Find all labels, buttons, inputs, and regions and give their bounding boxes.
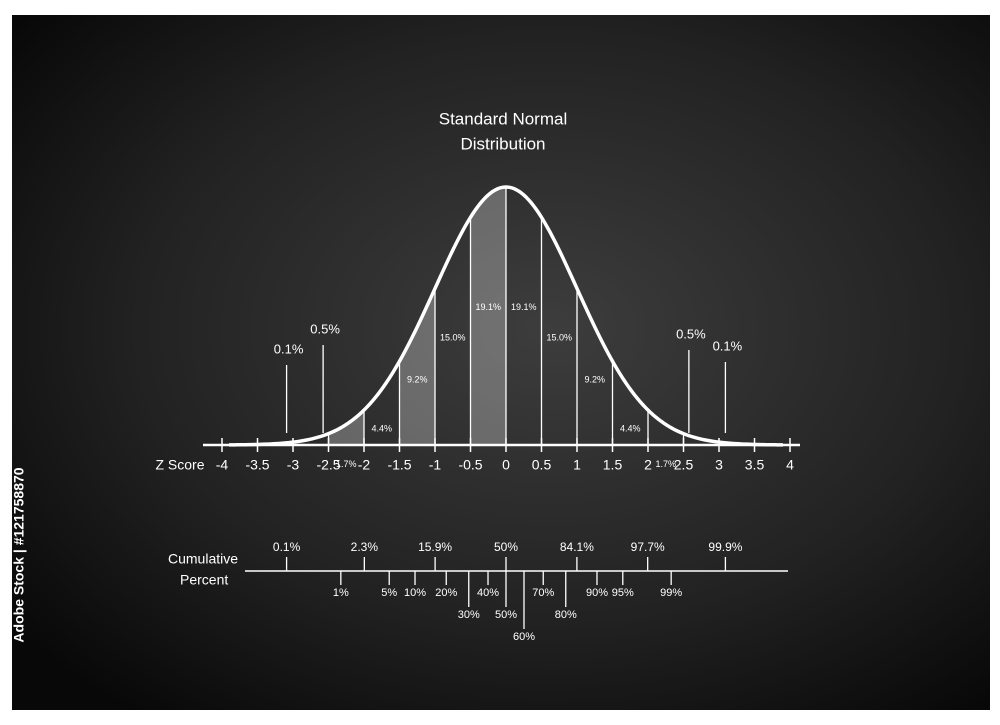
cumulative-label: 0.1% <box>273 540 301 554</box>
segment-label: 9.2% <box>407 374 428 384</box>
z-tick-label: 2 <box>644 457 652 473</box>
cumulative-label: 15.9% <box>418 540 452 554</box>
cumulative-label: 99.9% <box>708 540 742 554</box>
z-tick-label: 0.5 <box>532 457 552 473</box>
z-tick-label: 0 <box>502 457 510 473</box>
z-tick-label: -1.5 <box>387 457 411 473</box>
cumulative-label: 10% <box>404 587 426 599</box>
z-tick-label: 1.5 <box>603 457 623 473</box>
bell-curve <box>229 185 783 447</box>
tail-label: 0.1% <box>274 341 304 356</box>
z-tick-label: -1 <box>429 457 442 473</box>
axis-label: Z Score <box>155 457 204 473</box>
cumulative-label: Cumulative <box>168 551 238 567</box>
cumulative-label: 70% <box>532 587 554 599</box>
z-tick-label: -2.5 <box>316 457 340 473</box>
z-tick-label: 4 <box>786 457 794 473</box>
cumulative-label: 97.7% <box>631 540 665 554</box>
cumulative-label: 2.3% <box>351 540 379 554</box>
cumulative-label: 40% <box>477 587 499 599</box>
z-tick-label: -0.5 <box>458 457 482 473</box>
segment-label: 4.4% <box>620 424 641 434</box>
z-tick-label: 3.5 <box>745 457 765 473</box>
z-tick-label: -3 <box>287 457 300 473</box>
cumulative-label: 95% <box>612 587 634 599</box>
z-tick-label: -2 <box>358 457 371 473</box>
cumulative-label: 90% <box>586 587 608 599</box>
cumulative-label: 60% <box>513 631 535 643</box>
cumulative-label: 99% <box>660 587 682 599</box>
title-line: Distribution <box>460 134 545 153</box>
z-tick-label: 1 <box>573 457 581 473</box>
segment-shade <box>470 187 506 445</box>
segment-label: 19.1% <box>475 302 501 312</box>
cumulative-label: Percent <box>180 572 228 588</box>
tail-label: 0.5% <box>310 321 340 336</box>
cumulative-label: 1% <box>333 587 349 599</box>
cumulative-label: 50% <box>494 540 518 554</box>
cumulative-label: 5% <box>381 587 397 599</box>
segment-label: 1.7% <box>655 459 676 469</box>
cumulative-label: 80% <box>555 609 577 621</box>
title-line: Standard Normal <box>439 109 568 128</box>
chalkboard <box>12 15 990 710</box>
z-tick-label: -4 <box>216 457 229 473</box>
cumulative-label: 20% <box>435 587 457 599</box>
z-tick-label: 2.5 <box>674 457 694 473</box>
cumulative-label: 84.1% <box>560 540 594 554</box>
side-caption: Adobe Stock | #121758870 <box>11 467 27 642</box>
segment-label: 15.0% <box>546 332 572 342</box>
cumulative-label: 30% <box>458 609 480 621</box>
tail-label: 0.5% <box>676 326 706 341</box>
tail-label: 0.1% <box>713 338 743 353</box>
segment-label: 1.7% <box>336 459 357 469</box>
segment-label: 9.2% <box>584 374 605 384</box>
cumulative-label: 50% <box>495 609 517 621</box>
z-tick-label: 3 <box>715 457 723 473</box>
segment-shade <box>399 288 435 445</box>
segment-label: 15.0% <box>440 332 466 342</box>
z-tick-label: -3.5 <box>245 457 269 473</box>
segment-label: 4.4% <box>371 424 392 434</box>
segment-label: 19.1% <box>511 302 537 312</box>
